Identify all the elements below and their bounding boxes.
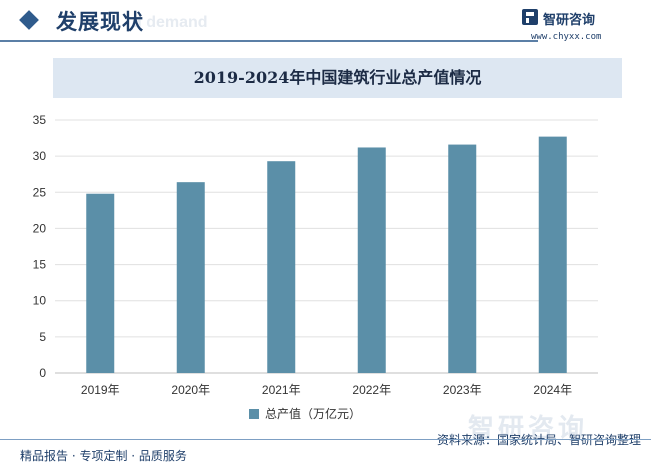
y-tick-label: 15 xyxy=(33,258,47,272)
brand-name: 智研咨询 xyxy=(543,13,596,28)
source-note: 资料来源：国家统计局、智研咨询整理 xyxy=(436,433,641,447)
y-tick-label: 10 xyxy=(33,294,47,308)
bar xyxy=(357,147,386,373)
diamond-icon xyxy=(19,10,39,30)
x-axis-ticks: 2019年 2020年 2021年 2022年 2023年 2024年 xyxy=(81,383,572,397)
y-tick-label: 35 xyxy=(33,113,47,127)
y-tick-label: 20 xyxy=(33,221,47,235)
x-tick-label: 2024年 xyxy=(533,383,572,397)
footer-tagline: 精品报告 · 专项定制 · 品质服务 xyxy=(20,449,187,463)
legend-label: 总产值（万亿元） xyxy=(265,407,362,421)
bar xyxy=(538,136,567,373)
header-divider xyxy=(0,40,538,42)
bar-chart: 0 5 10 15 20 25 30 35 2019年 2020年 2021年 2022年 2023年… xyxy=(33,113,598,397)
section-title: 发展现状 xyxy=(56,9,144,34)
chyxx-logo-icon xyxy=(522,9,538,25)
bar xyxy=(448,144,477,373)
y-tick-label: 30 xyxy=(33,149,47,163)
y-tick-label: 0 xyxy=(39,366,46,380)
x-tick-label: 2020年 xyxy=(171,383,210,397)
brand-logo: 智研咨询 www.chyxx.com xyxy=(521,6,631,46)
footer-divider xyxy=(0,439,651,440)
bars xyxy=(86,136,567,373)
legend-swatch xyxy=(249,409,259,419)
brand-url: www.chyxx.com xyxy=(531,32,602,42)
bar xyxy=(176,182,205,373)
header-ghost-text: d demand xyxy=(132,14,208,31)
y-axis-ticks: 0 5 10 15 20 25 30 35 xyxy=(33,113,47,380)
grid-lines xyxy=(55,119,598,374)
x-tick-label: 2019年 xyxy=(81,383,120,397)
chart-title-band: 2019-2024年中国建筑行业总产值情况 xyxy=(53,58,622,98)
page-header: d demand 发展现状 xyxy=(0,0,651,44)
x-tick-label: 2021年 xyxy=(262,383,301,397)
bar xyxy=(267,161,296,373)
bar xyxy=(86,193,115,373)
x-tick-label: 2022年 xyxy=(352,383,391,397)
x-tick-label: 2023年 xyxy=(443,383,482,397)
chart-title: 2019-2024年中国建筑行业总产值情况 xyxy=(193,68,482,87)
y-tick-label: 5 xyxy=(39,330,46,344)
y-tick-label: 25 xyxy=(33,185,47,199)
